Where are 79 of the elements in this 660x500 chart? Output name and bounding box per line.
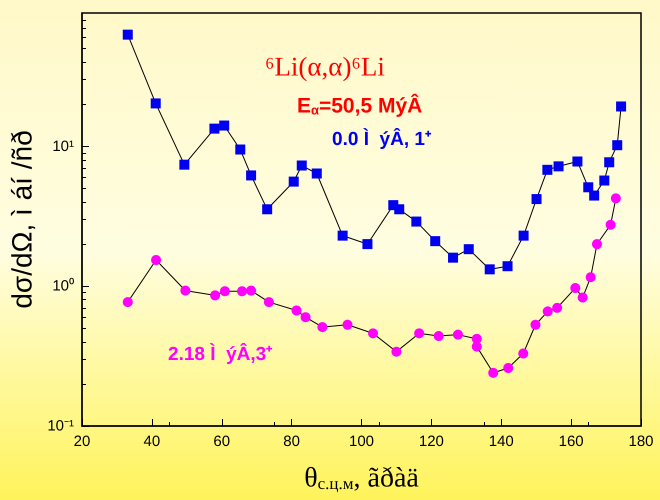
point — [292, 306, 302, 316]
point — [368, 328, 378, 338]
point — [219, 120, 230, 131]
point — [488, 368, 498, 378]
point — [391, 346, 402, 357]
x-tick-label: 140 — [488, 433, 514, 450]
point — [288, 176, 299, 187]
point — [414, 328, 424, 338]
point — [452, 330, 463, 340]
point — [338, 230, 348, 241]
x-tick-label: 80 — [283, 433, 300, 450]
point — [264, 297, 274, 308]
point — [542, 306, 553, 316]
x-axis-title: θc.ц.м, ãðàä — [304, 462, 420, 494]
point — [430, 236, 440, 246]
x-tick-label: 20 — [74, 433, 90, 450]
point — [589, 190, 600, 201]
point — [484, 264, 495, 274]
y-tick-label: 10⁰ — [52, 278, 74, 295]
x-tick-label: 40 — [144, 433, 160, 450]
point — [599, 176, 610, 186]
point — [572, 156, 582, 166]
point — [362, 239, 372, 250]
point — [342, 320, 353, 330]
point — [296, 160, 307, 171]
point — [262, 204, 272, 214]
point — [246, 170, 256, 180]
point — [220, 286, 230, 296]
point — [235, 144, 246, 155]
annotation: Eα=50,5 MýÂ — [297, 94, 422, 118]
x-tick-label: 120 — [418, 433, 444, 450]
y-tick-label: 10¹ — [52, 138, 74, 155]
x-tick-label: 180 — [628, 433, 654, 450]
point — [610, 193, 621, 204]
point — [472, 342, 482, 352]
x-tick-label: 160 — [558, 433, 584, 450]
point — [503, 362, 514, 373]
point — [583, 182, 594, 192]
point — [317, 322, 328, 332]
point — [554, 161, 564, 172]
x-tick-label: 60 — [213, 433, 230, 450]
point — [592, 239, 602, 250]
point — [616, 101, 626, 112]
point — [464, 244, 474, 254]
point — [246, 286, 256, 296]
point — [209, 124, 220, 134]
point — [578, 292, 588, 303]
point — [300, 312, 311, 322]
point — [210, 290, 220, 300]
annotation: ⁶Li(α,α)⁶Li — [265, 52, 385, 82]
point — [312, 168, 322, 178]
point — [530, 320, 540, 330]
point — [532, 194, 542, 204]
point — [604, 157, 614, 168]
series-label: 2.18 Ì ýÂ,3⁺ — [168, 342, 274, 365]
point — [434, 331, 444, 342]
point — [606, 220, 616, 230]
point — [179, 160, 190, 170]
point — [586, 272, 596, 282]
point — [570, 283, 580, 294]
x-tick-label: 100 — [348, 433, 374, 450]
point — [448, 252, 458, 263]
point — [502, 261, 513, 272]
y-axis-title: dσ/dΩ, ì áí /ñð — [6, 130, 38, 309]
point — [151, 254, 162, 265]
series-label: 0.0 Ì ýÂ, 1⁺ — [332, 127, 432, 150]
point — [394, 204, 404, 214]
point — [411, 216, 422, 227]
point — [150, 98, 161, 108]
point — [518, 230, 529, 241]
point — [552, 302, 562, 313]
point — [122, 297, 133, 308]
point — [180, 286, 190, 296]
point — [542, 164, 552, 175]
point — [237, 286, 248, 296]
point — [122, 30, 133, 40]
point — [612, 140, 622, 150]
y-tick-label: 10⁻¹ — [47, 418, 74, 434]
point — [518, 348, 528, 359]
